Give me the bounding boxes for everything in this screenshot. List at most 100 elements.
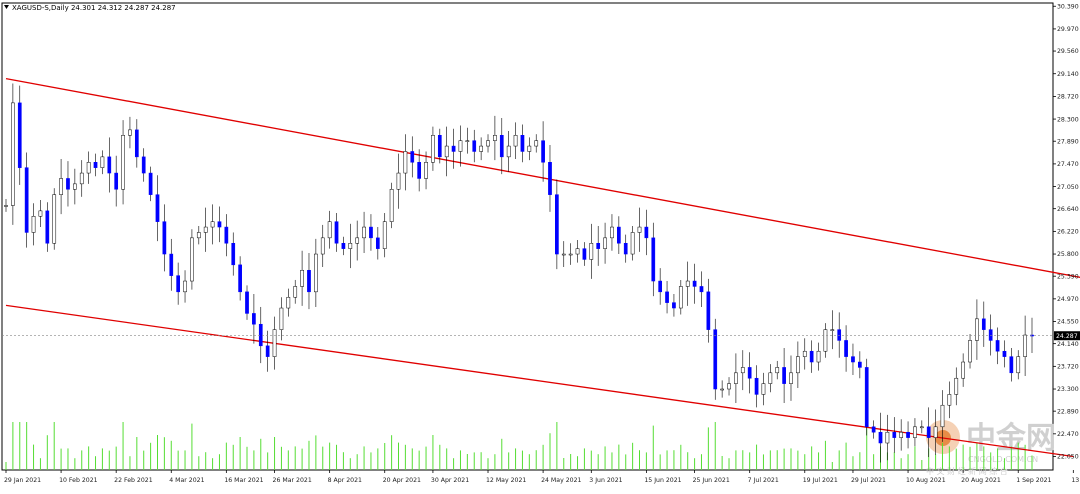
candle-body-up <box>121 135 125 190</box>
candle <box>933 409 938 455</box>
candle <box>561 241 566 268</box>
candle <box>658 268 663 305</box>
candle-body-down <box>417 162 422 179</box>
x-tick-label: 19 Jul 2021 <box>803 477 838 484</box>
candle <box>899 419 904 451</box>
candle <box>245 285 249 320</box>
x-tick-label: 10 Feb 2021 <box>59 477 98 484</box>
candle-body-down <box>114 172 119 190</box>
candle <box>527 137 532 161</box>
candle <box>1009 347 1014 382</box>
candle-body-up <box>513 135 518 147</box>
candle-body-down <box>93 162 98 168</box>
candle-body-up <box>31 216 36 233</box>
candle-body-down <box>217 221 222 228</box>
candle <box>575 240 580 263</box>
candle-body-up <box>968 340 972 363</box>
candle-body-down <box>665 291 669 303</box>
candle-body-up <box>52 194 57 244</box>
candle-body-down <box>252 313 256 325</box>
candle <box>954 367 959 406</box>
candle-body-down <box>134 129 139 158</box>
candle-body-down <box>864 367 869 428</box>
candle-body-up <box>802 350 807 357</box>
candle-body-up <box>561 253 566 256</box>
candle-body-down <box>892 431 897 438</box>
candle-body-down <box>858 361 862 368</box>
candle-body-up <box>38 210 43 217</box>
candle-body-up <box>940 404 945 428</box>
candle <box>24 152 29 248</box>
candle-body-down <box>713 329 718 390</box>
candle <box>162 204 167 272</box>
candle-body-up <box>444 145 449 158</box>
candle-body-up <box>479 145 483 152</box>
candle <box>665 281 669 314</box>
candle <box>410 136 415 178</box>
candle <box>975 299 979 360</box>
candle-body-down <box>548 162 552 195</box>
candle-body-up <box>506 145 511 158</box>
candle-body-down <box>644 226 649 239</box>
candle <box>858 351 862 379</box>
candle <box>59 159 63 215</box>
candle <box>844 325 848 372</box>
candle-body-up <box>279 307 284 330</box>
candle-body-up <box>389 189 394 222</box>
candle <box>265 330 270 372</box>
candle-body-down <box>437 135 442 158</box>
trendline-2 <box>5 304 1074 458</box>
candle-body-down <box>809 350 814 363</box>
candle-body-down <box>499 135 504 158</box>
candle-body-up <box>919 426 924 429</box>
candle <box>479 137 483 161</box>
y-tick-label: 27.890 <box>1057 138 1079 145</box>
candle <box>651 222 656 297</box>
y-axis: 30.390 29.970 29.560 29.140 28.720 28.300 27.8… <box>1053 3 1079 461</box>
candle <box>596 225 601 266</box>
candle-body-up <box>458 140 463 152</box>
candle <box>86 151 91 184</box>
candle <box>93 153 98 177</box>
candle <box>534 134 539 153</box>
candle <box>926 407 931 458</box>
candle <box>747 352 752 394</box>
candle-body-down <box>699 286 704 293</box>
candle-body-down <box>176 275 180 293</box>
candle-body-down <box>24 167 29 233</box>
x-tick-label: 29 Jan 2021 <box>4 477 41 484</box>
candle-body-down <box>747 367 752 379</box>
candle-body-down <box>107 156 112 174</box>
candle <box>341 236 346 256</box>
candle <box>1002 340 1007 368</box>
candle <box>988 314 993 356</box>
candle <box>314 238 318 307</box>
candle-body-down <box>988 329 993 341</box>
candle-body-down <box>258 323 263 347</box>
candle <box>589 223 594 279</box>
candle <box>692 263 697 304</box>
candle <box>190 229 194 290</box>
x-tick-label: 7 Jul 2021 <box>748 477 779 484</box>
candle <box>637 207 642 252</box>
candle <box>871 420 876 439</box>
candle-body-down <box>878 431 883 444</box>
y-tick-label: 30.390 <box>1057 3 1079 10</box>
candle-body-up <box>899 431 904 438</box>
candle-body-down <box>169 253 174 276</box>
candle <box>403 134 408 191</box>
candle <box>217 206 222 243</box>
candle <box>823 323 828 358</box>
candle <box>52 188 57 250</box>
x-tick-label: 12 May 2021 <box>486 477 526 484</box>
candle <box>809 340 814 373</box>
candle <box>623 234 628 263</box>
y-tick-label: 28.300 <box>1057 116 1079 123</box>
candle-body-down <box>155 194 160 222</box>
dropdown-arrow-icon[interactable] <box>4 5 9 9</box>
candle <box>444 126 449 177</box>
candle <box>768 364 773 393</box>
x-tick-label: 26 Mar 2021 <box>273 477 312 484</box>
candle-body-up <box>947 394 952 406</box>
